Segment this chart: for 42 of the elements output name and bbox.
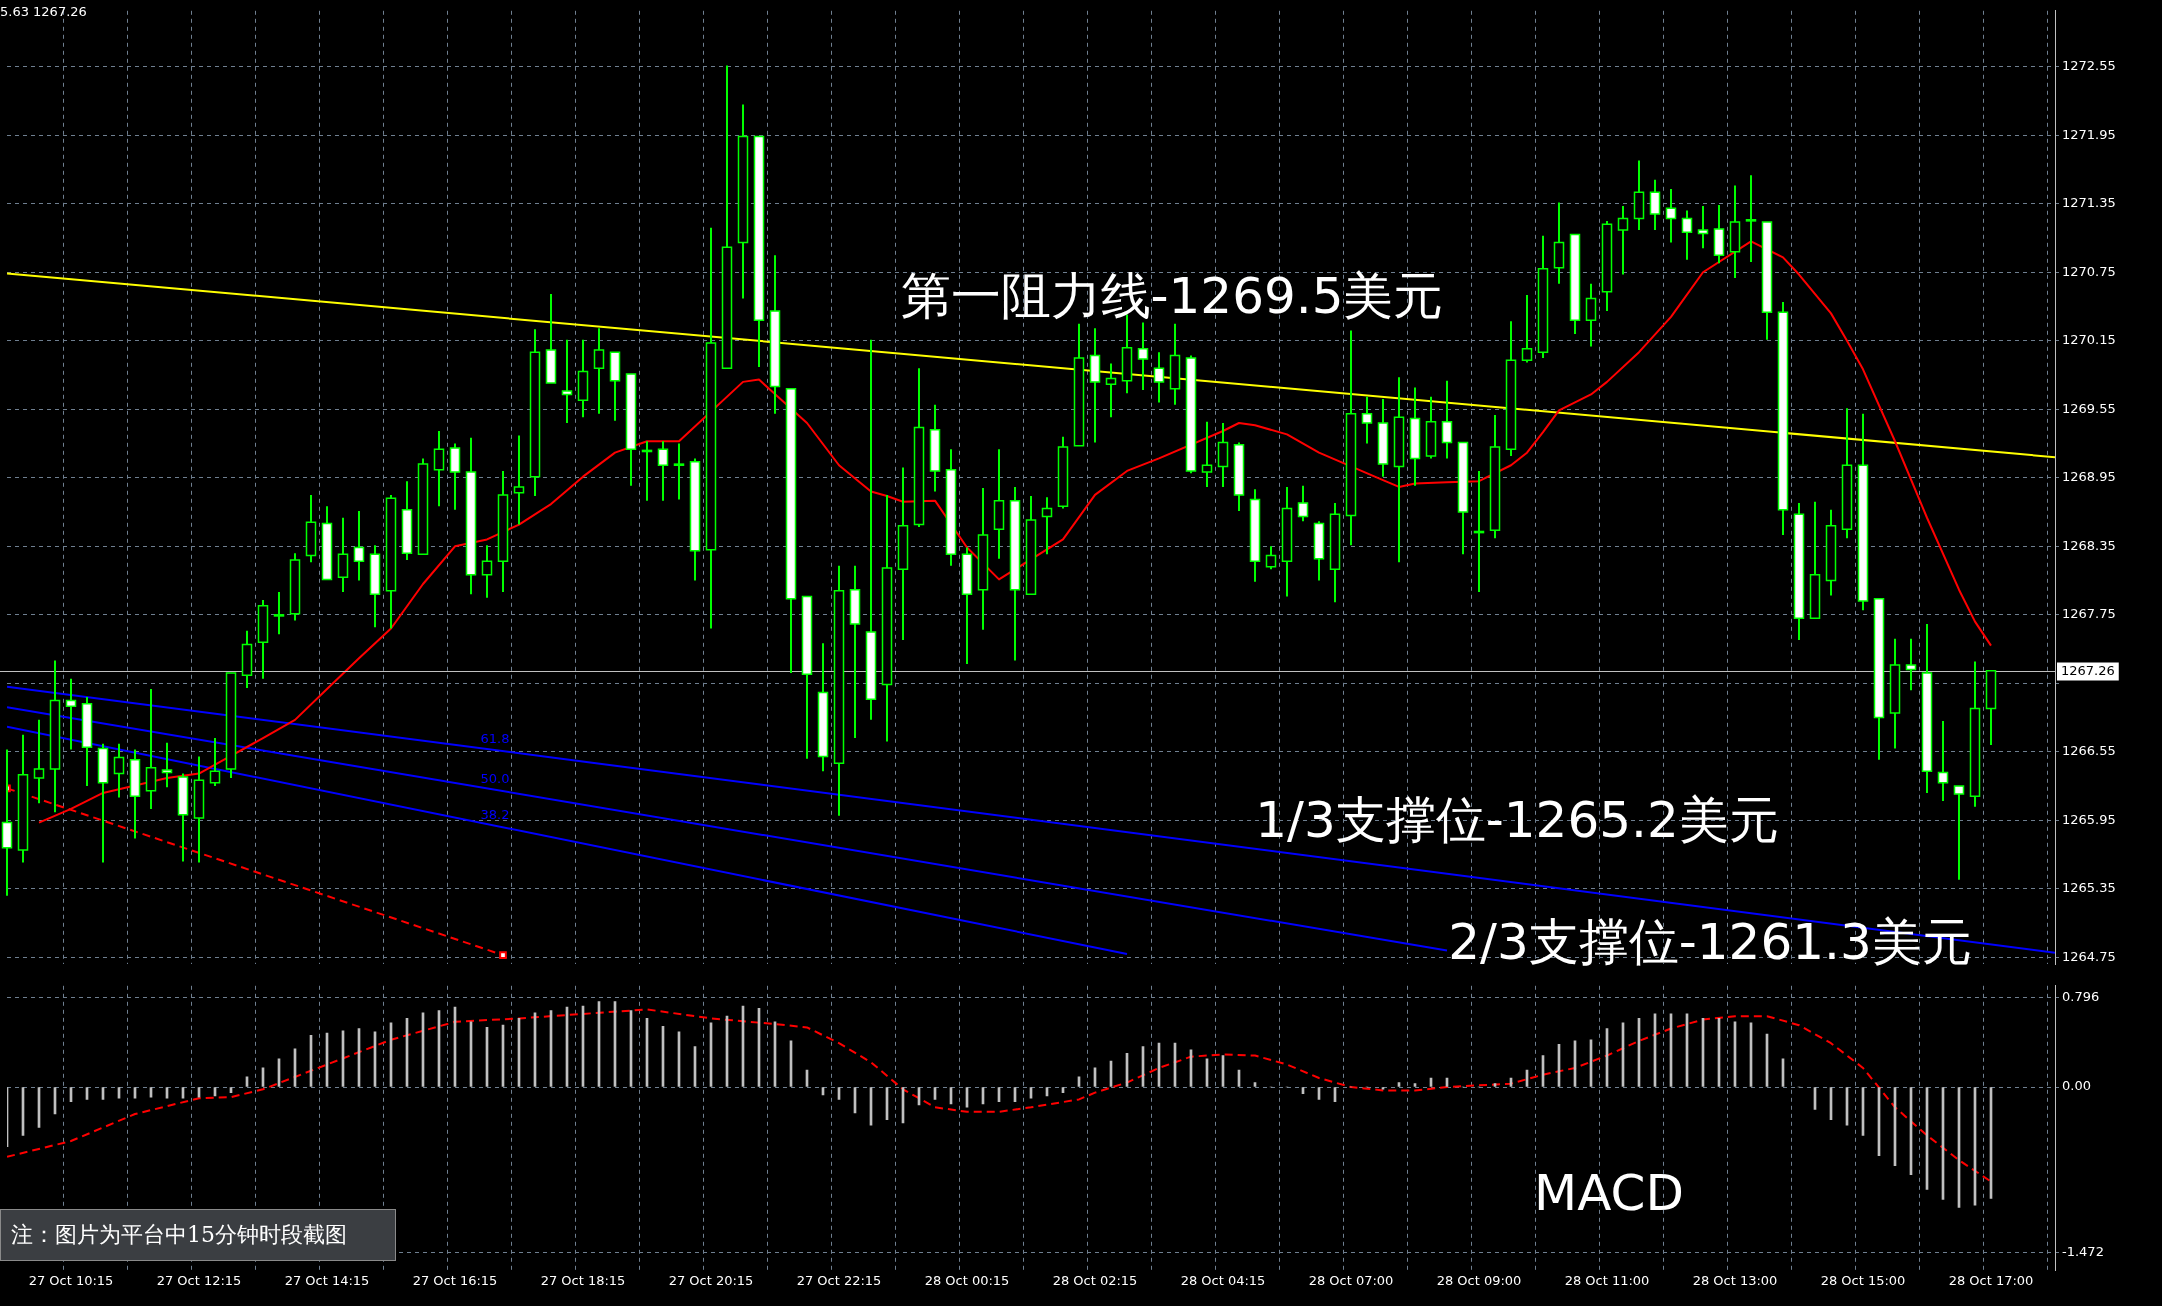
annotation: 注：图片为平台中15分钟时段截图 bbox=[0, 1209, 396, 1261]
x-tick-label: 28 Oct 00:15 bbox=[924, 1272, 1010, 1288]
y-tick-label: 1270.15 bbox=[2062, 332, 2116, 348]
x-tick-label: 27 Oct 14:15 bbox=[284, 1272, 370, 1288]
y-tick-label: 1269.55 bbox=[2062, 400, 2116, 416]
ref-line-label: 1267.26 bbox=[2061, 662, 2115, 678]
y-tick-label: 1268.35 bbox=[2062, 537, 2116, 553]
bar bbox=[1381, 1087, 1385, 1090]
y-tick-label: 1264.75 bbox=[2062, 948, 2116, 964]
annotation: 5.63 1267.26 bbox=[0, 4, 87, 19]
x-tick-label: 28 Oct 02:15 bbox=[1052, 1272, 1138, 1288]
y-tick-label: 0.00 bbox=[2062, 1078, 2091, 1094]
x-tick-label: 27 Oct 10:15 bbox=[28, 1272, 114, 1288]
y-tick-label: 1267.75 bbox=[2062, 606, 2116, 622]
x-tick-label: 28 Oct 15:00 bbox=[1820, 1272, 1906, 1288]
y-tick-label: 1268.95 bbox=[2062, 469, 2116, 485]
y-tick-label: 1265.35 bbox=[2062, 880, 2116, 896]
x-tick-label: 28 Oct 13:00 bbox=[1692, 1272, 1778, 1288]
annotation: 1/3支撑位-1265.2美元 bbox=[1255, 789, 1779, 851]
x-tick-label: 28 Oct 17:00 bbox=[1948, 1272, 2034, 1288]
x-tick-label: 28 Oct 07:00 bbox=[1308, 1272, 1394, 1288]
x-tick-label: 27 Oct 12:15 bbox=[156, 1272, 242, 1288]
x-tick-label: 28 Oct 04:15 bbox=[1180, 1272, 1266, 1288]
x-tick-label: 27 Oct 20:15 bbox=[668, 1272, 754, 1288]
x-tick-label: 27 Oct 16:15 bbox=[412, 1272, 498, 1288]
x-tick-label: 28 Oct 09:00 bbox=[1436, 1272, 1522, 1288]
x-tick-label: 27 Oct 22:15 bbox=[796, 1272, 882, 1288]
y-tick-label: 1265.95 bbox=[2062, 811, 2116, 827]
y-tick-label: 0.796 bbox=[2062, 988, 2100, 1004]
series-label: 61.8 bbox=[480, 731, 510, 747]
x-tick-label: 27 Oct 18:15 bbox=[540, 1272, 626, 1288]
series-label: 38.2 bbox=[480, 806, 510, 822]
y-tick-label: 1266.55 bbox=[2062, 743, 2116, 759]
series-label: 50.0 bbox=[480, 770, 510, 786]
y-tick-label: 1272.55 bbox=[2062, 58, 2116, 74]
text: MACD bbox=[1534, 1164, 1684, 1222]
y-tick-label: 1271.35 bbox=[2062, 195, 2116, 211]
x-tick-label: 28 Oct 11:00 bbox=[1564, 1272, 1650, 1288]
y-tick-label: -1.472 bbox=[2062, 1244, 2104, 1259]
y-tick-label: 1270.75 bbox=[2062, 263, 2116, 279]
annotation: 第一阻力线-1269.5美元 bbox=[900, 265, 1444, 327]
y-tick-label: 1271.95 bbox=[2062, 126, 2116, 142]
